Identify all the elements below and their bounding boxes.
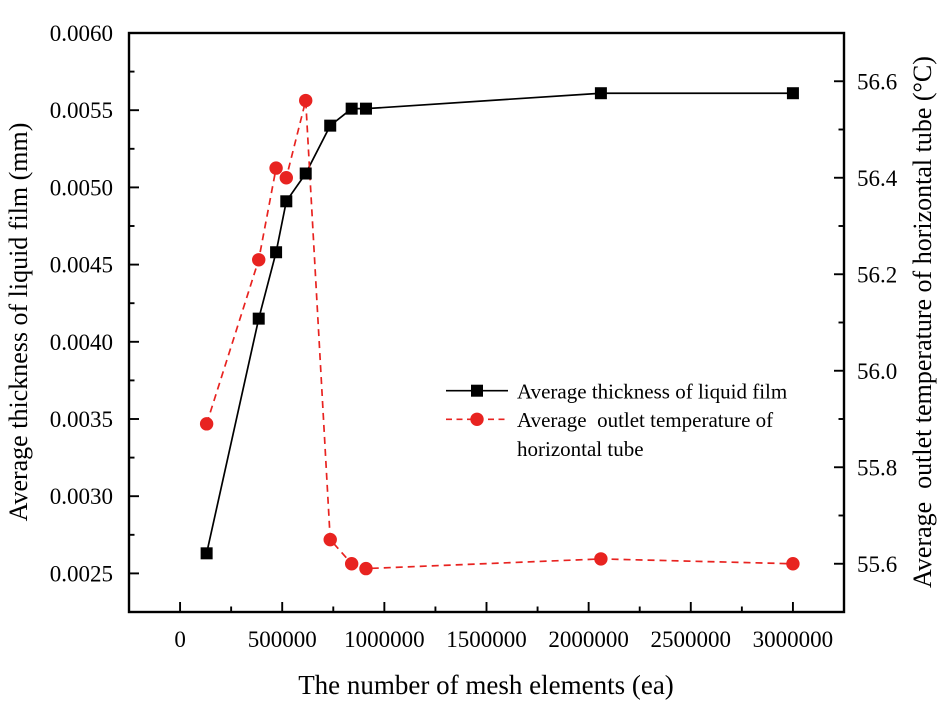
temperature-marker bbox=[786, 557, 800, 571]
legend-item-label: Average thickness of liquid film bbox=[517, 380, 787, 404]
x-tick-label: 3000000 bbox=[753, 627, 834, 652]
temperature-marker bbox=[359, 561, 373, 576]
right-tick-label: 55.6 bbox=[857, 552, 897, 577]
x-tick-label: 1500000 bbox=[446, 627, 527, 652]
legend-item-label: Average outlet temperature of bbox=[517, 408, 773, 432]
thickness-marker bbox=[345, 102, 358, 115]
right-tick-label: 56.2 bbox=[857, 262, 897, 287]
left-tick-label: 0.0060 bbox=[50, 21, 113, 46]
thickness-marker bbox=[786, 87, 799, 100]
left-axis-title: Average thickness of liquid film (mm) bbox=[4, 123, 33, 522]
right-axis-title: Average outlet temperature of horizontal… bbox=[908, 56, 937, 588]
thickness-line bbox=[205, 92, 793, 554]
thickness-marker bbox=[280, 195, 293, 208]
x-tick-label: 1000000 bbox=[344, 627, 425, 652]
data-series bbox=[199, 87, 800, 576]
left-tick-label: 0.0055 bbox=[50, 98, 113, 123]
temperature-marker bbox=[279, 171, 293, 185]
x-tick-label: 2000000 bbox=[548, 627, 629, 652]
x-tick-label: 0 bbox=[174, 627, 186, 652]
temperature-marker bbox=[323, 532, 337, 547]
left-tick-label: 0.0030 bbox=[50, 484, 113, 509]
left-tick-label: 0.0050 bbox=[50, 175, 113, 200]
temperature-marker bbox=[199, 417, 214, 431]
temperature-marker bbox=[299, 93, 313, 108]
x-tick-label: 500000 bbox=[248, 627, 317, 652]
right-tick-label: 56.0 bbox=[857, 359, 897, 384]
right-tick-label: 56.6 bbox=[857, 69, 897, 94]
temperature-line bbox=[205, 100, 793, 570]
legend-item-label: horizontal tube bbox=[517, 437, 644, 461]
plot-frame bbox=[127, 31, 846, 614]
temperature-marker bbox=[594, 552, 608, 566]
left-tick-label: 0.0035 bbox=[50, 407, 113, 432]
left-tick-label: 0.0040 bbox=[50, 330, 113, 355]
x-tick-label: 2500000 bbox=[651, 627, 732, 652]
thickness-marker bbox=[324, 119, 337, 132]
temperature-marker bbox=[344, 557, 359, 571]
legend-circle-marker bbox=[470, 412, 484, 426]
right-tick-label: 55.8 bbox=[857, 455, 897, 480]
axis-ticks: 0 500000 1000000 1500000 2000000 2500000 30000… bbox=[50, 21, 898, 652]
left-tick-label: 0.0045 bbox=[50, 253, 113, 278]
x-axis-title: The number of mesh elements (ea) bbox=[298, 670, 674, 700]
legend-square-marker bbox=[471, 384, 483, 397]
thickness-marker bbox=[359, 102, 372, 115]
thickness-marker bbox=[200, 547, 213, 560]
thickness-marker bbox=[252, 312, 265, 325]
thickness-marker bbox=[299, 167, 312, 180]
temperature-marker bbox=[269, 161, 283, 175]
left-tick-label: 0.0025 bbox=[50, 561, 113, 586]
temperature-marker bbox=[252, 253, 266, 267]
thickness-marker bbox=[594, 87, 607, 100]
right-tick-label: 56.4 bbox=[857, 166, 898, 191]
thickness-marker bbox=[270, 246, 283, 259]
legend: Average thickness of liquid film Average … bbox=[446, 380, 787, 461]
